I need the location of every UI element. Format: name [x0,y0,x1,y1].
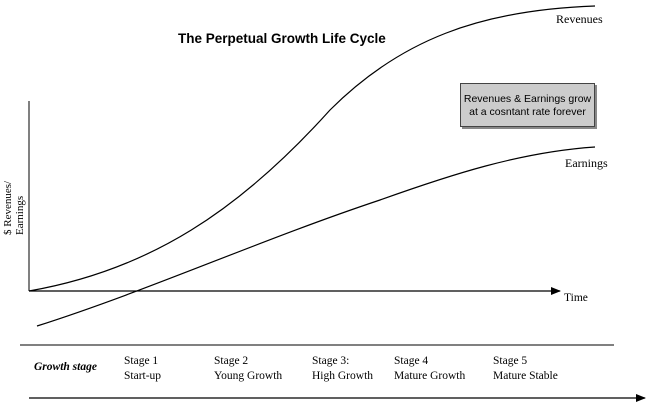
y-axis-label: $ Revenues/ Earnings [2,155,26,235]
stage-2-number: Stage 2 [214,355,249,367]
stage-2-name: Young Growth [214,370,283,382]
stage-4-number: Stage 4 [394,355,429,367]
revenues-curve [28,5,596,292]
earnings-label: Earnings [565,156,608,170]
y-axis-label-line-1: $ Revenues/ [2,180,14,235]
note-line-1: Revenues & Earnings grow [463,93,592,105]
stage-5-name: Mature Stable [493,370,558,382]
growth-note-box: Revenues & Earnings grow at a cosntant r… [460,83,595,127]
stage-3-number: Stage 3: [312,355,350,367]
y-axis-label-line-2: Earnings [14,195,26,235]
stage-1-name: Start-up [124,370,162,382]
stage-1: Stage 1 Start-up [124,354,161,384]
stage-2: Stage 2 Young Growth [214,354,282,384]
diagram-title: The Perpetual Growth Life Cycle [178,31,386,46]
growth-stage-label: Growth stage [34,361,97,373]
note-line-2: at a cosntant rate forever [469,106,586,118]
earnings-curve [36,146,596,327]
stage-3: Stage 3: High Growth [312,354,373,384]
stage-3-name: High Growth [312,370,374,382]
revenues-label: Revenues [556,12,603,26]
stage-5: Stage 5 Mature Stable [493,354,558,384]
x-axis-label: Time [564,292,588,304]
stage-4-name: Mature Growth [394,370,466,382]
stage-1-number: Stage 1 [124,355,159,367]
stage-4: Stage 4 Mature Growth [394,354,465,384]
stage-5-number: Stage 5 [493,355,528,367]
